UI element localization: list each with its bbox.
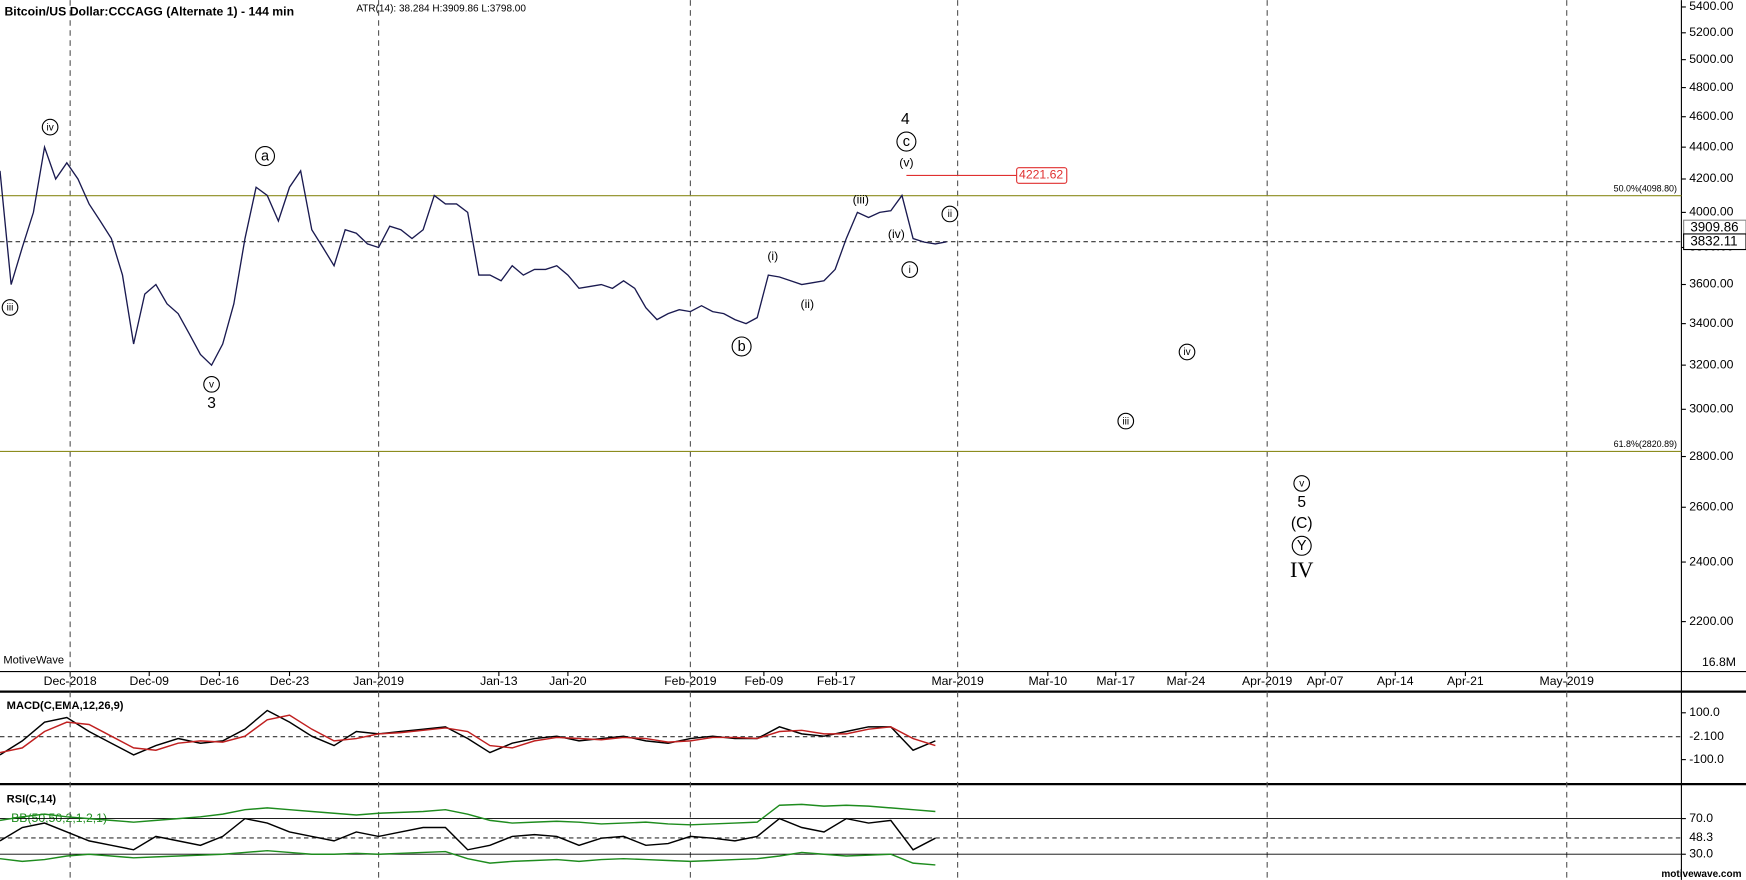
x-tick-label: Jan-20 [549, 674, 587, 688]
wave-circle [203, 375, 220, 393]
y-tick-label: 2200.00 [1689, 614, 1733, 628]
chart-title: Bitcoin/US Dollar:CCCAGG (Alternate 1) -… [4, 5, 294, 19]
series-line [0, 803, 936, 826]
current-label: 48.3 [1689, 830, 1713, 844]
wave-label: Y [1297, 538, 1307, 554]
y-tick-label: 4800.00 [1689, 80, 1733, 94]
y-tick-label: 4400.00 [1689, 139, 1733, 153]
series-line [0, 709, 936, 756]
x-tick-label: Mar-17 [1096, 674, 1135, 688]
x-tick-label: Mar-10 [1028, 674, 1067, 688]
wave-label: iv [46, 122, 53, 133]
x-tick-label: Mar-2019 [931, 674, 984, 688]
wave-label: (iii) [853, 192, 869, 206]
series-line [0, 714, 936, 754]
x-tick-label: Jan-13 [480, 674, 518, 688]
wave-circle [1, 299, 19, 316]
y-tick-label: 2400.00 [1689, 554, 1733, 568]
wave-label: i [909, 265, 911, 276]
y-tick-label: 3000.00 [1689, 402, 1733, 416]
high-label: 4221.62 [1019, 168, 1063, 182]
y-tick-label: 3200.00 [1689, 357, 1733, 371]
y-tick-label: 70.0 [1689, 811, 1713, 825]
wave-label: (i) [767, 249, 778, 263]
x-tick-label: Apr-21 [1447, 674, 1484, 688]
price-label: 3909.86 [1690, 220, 1738, 235]
wave-label: iii [1122, 416, 1129, 427]
x-tick-label: Dec-09 [129, 674, 169, 688]
y-tick-label: 4000.00 [1689, 205, 1733, 219]
wave-label: (ii) [801, 297, 815, 311]
wave-label: (C) [1291, 515, 1313, 532]
y-tick-label: 3400.00 [1689, 316, 1733, 330]
wave-label: (iv) [888, 227, 905, 241]
y-tick-label: 5000.00 [1689, 52, 1733, 66]
footer: motivewave.com [1661, 869, 1741, 880]
x-tick-label: Feb-2019 [664, 674, 717, 688]
x-tick-label: Apr-07 [1307, 674, 1344, 688]
y-tick-label: 4200.00 [1689, 171, 1733, 185]
x-tick-label: Dec-23 [270, 674, 310, 688]
y-tick-label: 5200.00 [1689, 25, 1733, 39]
x-tick-label: Dec-16 [200, 674, 240, 688]
x-tick-label: Dec-2018 [44, 674, 97, 688]
x-tick-label: Feb-09 [744, 674, 783, 688]
y-tick-label: 30.0 [1689, 846, 1713, 860]
volume-label: 16.8M [1702, 655, 1736, 669]
wave-label: 5 [1297, 494, 1306, 511]
y-tick-label: 4600.00 [1689, 109, 1733, 123]
wave-label: a [261, 148, 270, 164]
wave-circle [901, 261, 919, 278]
wave-circle [1291, 535, 1312, 556]
wave-circle [896, 131, 917, 152]
wave-label: iii [7, 303, 14, 314]
x-tick-label: Mar-24 [1167, 674, 1206, 688]
series-line [0, 849, 936, 866]
price-label: 3832.11 [1690, 233, 1737, 248]
high-box [1016, 167, 1068, 184]
y-tick-label: 3600.00 [1689, 277, 1733, 291]
y-tick-label: 2600.00 [1689, 499, 1733, 513]
y-tick-label: 2800.00 [1689, 449, 1733, 463]
y-tick-label: 100.0 [1689, 705, 1720, 719]
wave-label: 4 [901, 111, 910, 128]
wave-label: IV [1290, 557, 1314, 582]
series-line [0, 817, 936, 851]
rsi-title: RSI(C,14) [7, 794, 57, 806]
x-tick-label: Apr-14 [1377, 674, 1414, 688]
wave-label: (v) [899, 156, 913, 170]
wave-circle [1293, 475, 1311, 492]
current-label: -2.100 [1689, 729, 1724, 743]
fib-label: 61.8%(2820.89) [1614, 439, 1677, 449]
wave-label: v [209, 380, 214, 391]
price-box [1683, 233, 1746, 251]
wave-label: ii [948, 209, 952, 220]
wave-circle [1178, 343, 1196, 361]
x-tick-label: Jan-2019 [353, 674, 404, 688]
wave-label: b [738, 339, 746, 355]
series-line [0, 144, 947, 367]
x-tick-label: May-2019 [1540, 674, 1595, 688]
x-tick-label: Feb-17 [817, 674, 856, 688]
wave-circle [731, 336, 752, 357]
watermark: MotiveWave [3, 654, 64, 666]
x-tick-label: Apr-2019 [1242, 674, 1293, 688]
chart-subtitle: ATR(14): 38.284 H:3909.86 L:3798.00 [356, 4, 526, 15]
wave-label: 3 [207, 395, 216, 412]
wave-circle [254, 146, 276, 167]
y-tick-label: -100.0 [1689, 752, 1724, 766]
wave-circle [941, 205, 959, 223]
wave-label: iv [1183, 347, 1190, 358]
wave-label: c [903, 134, 910, 150]
wave-label: v [1299, 479, 1304, 490]
y-tick-label: 5400.00 [1689, 0, 1733, 13]
wave-circle [41, 118, 59, 136]
wave-circle [1117, 412, 1135, 430]
fib-label: 50.0%(4098.80) [1614, 183, 1677, 193]
bb-label: BB(50,50,2,1,2,1) [11, 811, 107, 825]
macd-title: MACD(C,EMA,12,26,9) [7, 700, 124, 712]
